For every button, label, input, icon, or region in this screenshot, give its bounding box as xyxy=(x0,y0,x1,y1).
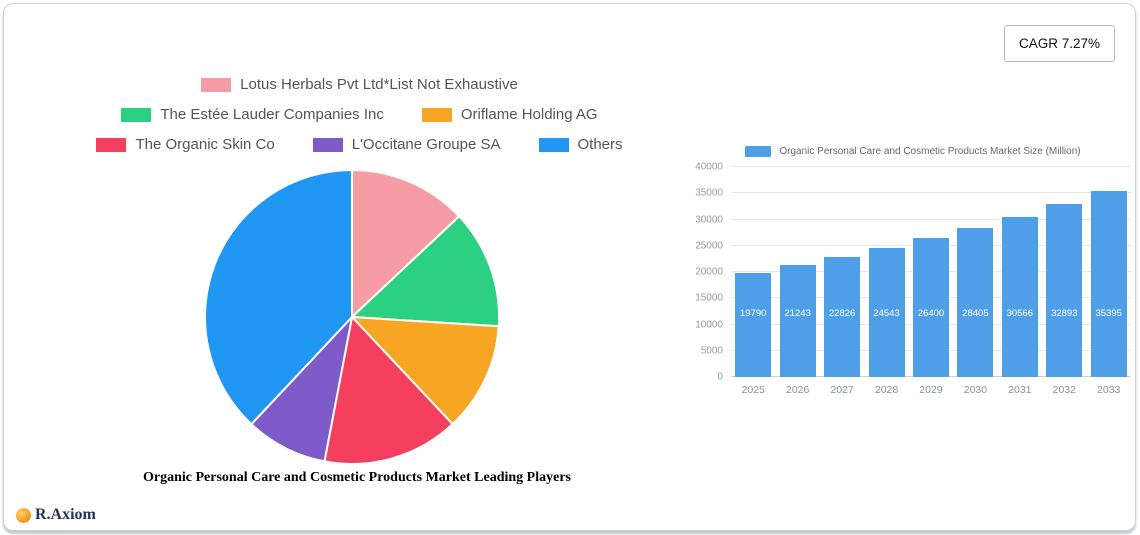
gridline xyxy=(731,166,1131,167)
pie-slice[interactable] xyxy=(351,215,500,328)
legend-swatch xyxy=(201,77,232,92)
x-axis-tick-label: 2033 xyxy=(1097,384,1121,396)
legend-label: Oriflame Holding AG xyxy=(460,106,598,123)
bar-series: 19790 2025 21243 2026 22826 2027 24543 2028 2640… xyxy=(731,167,1131,396)
legend-swatch xyxy=(421,107,452,122)
legend-swatch xyxy=(312,137,343,152)
y-axis-tick-label: 5000 xyxy=(700,345,723,357)
bar-chart: Organic Personal Care and Cosmetic Produ… xyxy=(687,146,1139,396)
legend-label: The Organic Skin Co xyxy=(135,136,275,153)
bar[interactable]: 35395 xyxy=(1090,191,1127,377)
bar-slot: 30566 2031 xyxy=(998,167,1042,396)
bar-value-label: 26400 xyxy=(917,308,945,319)
bar[interactable]: 30566 xyxy=(1001,216,1038,377)
bar-slot: 32893 2032 xyxy=(1042,167,1086,396)
y-axis-tick-label: 35000 xyxy=(695,187,723,199)
x-axis-tick-label: 2032 xyxy=(1052,384,1076,396)
cagr-badge: CAGR 7.27% xyxy=(1003,25,1115,62)
pie-legend-row: The Organic Skin Co L'Occitane Groupe SA O… xyxy=(96,136,623,153)
brand-name: R.Axiom xyxy=(35,506,96,523)
legend-label: L'Occitane Groupe SA xyxy=(351,136,501,153)
bar-slot: 26400 2029 xyxy=(909,167,953,396)
legend-swatch xyxy=(121,107,152,122)
legend-item[interactable]: L'Occitane Groupe SA xyxy=(312,136,501,153)
bar-slot: 24543 2028 xyxy=(864,167,908,396)
x-axis-tick-label: 2027 xyxy=(830,384,854,396)
brand-circle-icon xyxy=(16,507,31,523)
bar-slot: 19790 2025 xyxy=(731,167,775,396)
bar-plot-area: 19790 2025 21243 2026 22826 2027 24543 2028 2640… xyxy=(731,166,1131,396)
y-axis-tick-label: 10000 xyxy=(695,319,723,330)
bar[interactable]: 28405 xyxy=(957,227,994,377)
x-axis-tick-label: 2025 xyxy=(741,384,765,396)
bar-plot-wrap: 0 5000 10000 15000 20000 25000 30000 35000 40000… xyxy=(687,162,1139,396)
legend-label: Lotus Herbals Pvt Ltd*List Not Exhaustiv… xyxy=(240,76,518,93)
legend-item[interactable]: The Organic Skin Co xyxy=(96,136,275,153)
bar[interactable]: 19790 xyxy=(735,273,772,377)
x-axis-tick-label: 2028 xyxy=(874,384,899,396)
report-card: CAGR 7.27% Lotus Herbals Pvt Ltd*List No… xyxy=(3,3,1136,531)
legend-item[interactable]: Others xyxy=(538,136,623,153)
pie-legend-row: The Estée Lauder Companies Inc Oriflame H… xyxy=(121,106,598,123)
bar-value-label: 28405 xyxy=(962,308,989,319)
y-axis-tick-label: 15000 xyxy=(695,292,723,304)
x-axis-tick-label: 2029 xyxy=(919,384,943,396)
pie-legend: Lotus Herbals Pvt Ltd*List Not Exhaustiv… xyxy=(32,76,687,153)
bar-legend-swatch xyxy=(745,146,772,157)
brand-logo: R.Axiom xyxy=(16,506,96,524)
y-axis-tick-label: 30000 xyxy=(695,214,723,225)
y-axis-tick-label: 0 xyxy=(717,371,723,383)
legend-label: Others xyxy=(577,136,623,153)
pie-slice[interactable] xyxy=(203,169,353,426)
bar[interactable]: 22826 xyxy=(824,257,861,377)
y-axis-tick-label: 25000 xyxy=(695,240,723,252)
bar-value-label: 21243 xyxy=(784,308,811,319)
gridline xyxy=(731,192,1131,194)
bar-y-axis: 0 5000 10000 15000 20000 25000 30000 35000 40000 xyxy=(687,162,731,383)
pie-legend-row: Lotus Herbals Pvt Ltd*List Not Exhaustiv… xyxy=(201,76,518,93)
legend-item[interactable]: Lotus Herbals Pvt Ltd*List Not Exhaustiv… xyxy=(201,76,518,93)
pie-slice[interactable] xyxy=(351,169,461,318)
legend-item[interactable]: The Estée Lauder Companies Inc xyxy=(121,106,384,123)
bar-slot: 28405 2030 xyxy=(953,167,997,396)
pie-chart-title: Organic Personal Care and Cosmetic Produ… xyxy=(143,470,571,485)
bar-slot: 22826 2027 xyxy=(820,167,864,396)
legend-label: The Estée Lauder Companies Inc xyxy=(160,106,384,123)
bar[interactable]: 21243 xyxy=(779,265,816,377)
x-axis-tick-label: 2030 xyxy=(963,384,988,396)
bar-chart-legend[interactable]: Organic Personal Care and Cosmetic Produ… xyxy=(687,146,1139,157)
bar-value-label: 35395 xyxy=(1095,308,1122,319)
bar-slot: 35395 2033 xyxy=(1087,167,1131,396)
pie-slice[interactable] xyxy=(250,316,353,463)
bar-value-label: 24543 xyxy=(873,308,900,319)
legend-swatch xyxy=(96,137,127,152)
bar[interactable]: 32893 xyxy=(1046,204,1083,377)
legend-swatch xyxy=(538,137,569,152)
y-axis-tick-label: 40000 xyxy=(695,161,723,173)
pie-slice[interactable] xyxy=(351,316,500,426)
bar[interactable]: 26400 xyxy=(912,238,949,377)
pie-chart xyxy=(203,169,500,465)
bar-value-label: 22826 xyxy=(828,308,856,319)
bar-slot: 21243 2026 xyxy=(775,167,819,396)
pie-slice[interactable] xyxy=(323,316,454,465)
bar-value-label: 30566 xyxy=(1006,308,1034,319)
bar-legend-label: Organic Personal Care and Cosmetic Produ… xyxy=(779,146,1081,157)
bar[interactable]: 24543 xyxy=(868,248,905,377)
bar-value-label: 32893 xyxy=(1051,308,1078,319)
bar-value-label: 19790 xyxy=(740,308,767,319)
x-axis-tick-label: 2031 xyxy=(1008,384,1032,396)
y-axis-tick-label: 20000 xyxy=(695,266,723,278)
legend-item[interactable]: Oriflame Holding AG xyxy=(421,106,598,123)
gridline xyxy=(731,218,1131,220)
x-axis-tick-label: 2026 xyxy=(785,384,810,396)
